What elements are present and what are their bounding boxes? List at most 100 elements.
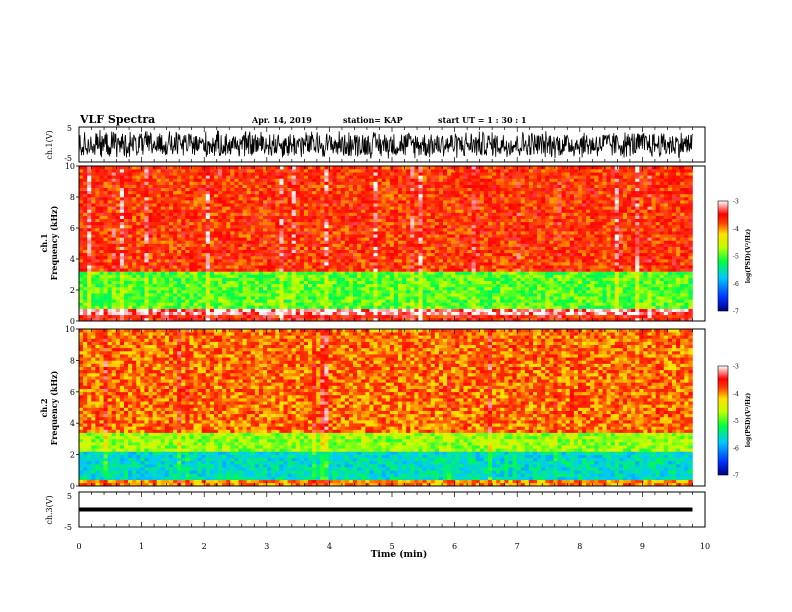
spectrogram-cell bbox=[283, 296, 288, 300]
spectrogram-cell bbox=[447, 271, 452, 275]
spectrogram-cell bbox=[361, 265, 366, 269]
spectrogram-cell bbox=[267, 262, 272, 266]
spectrogram-cell bbox=[414, 305, 419, 309]
spectrogram-cell bbox=[369, 187, 374, 192]
spectrogram-cell bbox=[111, 293, 117, 297]
spectrogram-cell bbox=[299, 206, 305, 210]
spectrogram-cell bbox=[275, 200, 280, 204]
spectrogram-cell bbox=[107, 218, 113, 223]
spectrogram-cell bbox=[185, 317, 190, 322]
spectrogram-cell bbox=[320, 255, 325, 260]
spectrogram-cell bbox=[389, 305, 395, 309]
spectrogram-cell bbox=[185, 302, 190, 306]
spectrogram-cell bbox=[336, 190, 342, 195]
spectrogram-cell bbox=[369, 249, 374, 254]
spectrogram-cell bbox=[451, 299, 456, 303]
spectrogram-cell bbox=[406, 262, 411, 266]
spectrogram-cell bbox=[443, 314, 448, 319]
spectrogram-cell bbox=[332, 262, 337, 266]
spectrogram-cell bbox=[230, 249, 235, 254]
spectrogram-cell bbox=[160, 277, 166, 281]
spectrogram-cell bbox=[152, 286, 158, 291]
spectrogram-cell bbox=[389, 193, 395, 198]
spectrogram-cell bbox=[168, 280, 174, 285]
spectrogram-cell bbox=[369, 209, 374, 213]
spectrogram-cell bbox=[230, 311, 235, 316]
spectrogram-cell bbox=[205, 197, 211, 201]
spectrogram-cell bbox=[438, 228, 444, 232]
spectrogram-cell bbox=[267, 181, 272, 185]
spectrogram-cell bbox=[361, 280, 366, 285]
spectrogram-cell bbox=[385, 215, 391, 219]
spectrogram-cell bbox=[287, 265, 292, 269]
spectrogram-cell bbox=[328, 262, 333, 266]
spectrogram-cell bbox=[406, 296, 411, 300]
spectrogram-cell bbox=[447, 290, 452, 294]
spectrogram-cell bbox=[267, 184, 272, 188]
spectrogram-cell bbox=[119, 228, 125, 232]
spectrogram-cell bbox=[91, 262, 96, 266]
spectrogram-cell bbox=[242, 280, 247, 285]
spectrogram-cell bbox=[467, 190, 472, 195]
spectrogram-cell bbox=[242, 305, 247, 309]
spectrogram-cell bbox=[434, 271, 440, 275]
spectrogram-cell bbox=[148, 277, 153, 281]
spectrogram-cell bbox=[193, 237, 198, 241]
spectrogram-cell bbox=[287, 277, 292, 281]
spectrogram-cell bbox=[373, 206, 378, 210]
spectrogram-cell bbox=[258, 206, 264, 210]
spectrogram-cell bbox=[348, 296, 354, 300]
spectrogram-cell bbox=[299, 166, 305, 170]
spectrogram-cell bbox=[479, 299, 485, 303]
spectrogram-cell bbox=[119, 187, 125, 192]
spectrogram-cell bbox=[140, 252, 145, 257]
spectrogram-cell bbox=[173, 296, 178, 300]
spectrogram-cell bbox=[181, 215, 186, 219]
spectrogram-cell bbox=[181, 268, 186, 272]
spectrogram-cell bbox=[136, 277, 141, 281]
spectrogram-cell bbox=[483, 243, 489, 247]
spectrogram-cell bbox=[373, 246, 378, 250]
spectrogram-cell bbox=[185, 268, 190, 272]
spectrogram-cell bbox=[344, 280, 350, 285]
spectrogram-cell bbox=[430, 286, 436, 291]
spectrogram-cell bbox=[132, 265, 137, 269]
spectrogram-cell bbox=[430, 187, 436, 192]
spectrogram-cell bbox=[164, 302, 170, 306]
spectrogram-cell bbox=[132, 209, 137, 213]
spectrogram-cell bbox=[303, 290, 309, 294]
spectrogram-cell bbox=[422, 172, 427, 176]
spectrogram-cell bbox=[467, 274, 472, 278]
spectrogram-cell bbox=[316, 193, 321, 198]
spectrogram-cell bbox=[303, 193, 309, 198]
spectrogram-cell bbox=[328, 178, 333, 182]
spectrogram-cell bbox=[185, 293, 190, 297]
spectrogram-cell bbox=[287, 224, 292, 229]
spectrogram-cell bbox=[128, 228, 133, 232]
spectrogram-cell bbox=[226, 274, 231, 278]
spectrogram-cell bbox=[483, 246, 489, 250]
spectrogram-cell bbox=[230, 200, 235, 204]
spectrogram-cell bbox=[299, 268, 305, 272]
spectrogram-cell bbox=[455, 218, 460, 223]
spectrogram-cell bbox=[144, 283, 149, 288]
spectrogram-cell bbox=[479, 193, 485, 198]
spectrogram-cell bbox=[267, 280, 272, 285]
spectrogram-cell bbox=[218, 181, 223, 185]
spectrogram-cell bbox=[91, 237, 96, 241]
spectrogram-cell bbox=[226, 228, 231, 232]
spectrogram-cell bbox=[430, 215, 436, 219]
spectrogram-cell bbox=[291, 283, 297, 288]
spectrogram-cell bbox=[459, 231, 464, 235]
spectrogram-cell bbox=[467, 224, 472, 229]
spectrogram-cell bbox=[422, 187, 427, 192]
spectrogram-cell bbox=[242, 255, 247, 260]
spectrogram-cell bbox=[357, 262, 362, 266]
spectrogram-cell bbox=[185, 187, 190, 192]
spectrogram-cell bbox=[398, 175, 403, 179]
spectrogram-cell bbox=[357, 249, 362, 254]
spectrogram-cell bbox=[254, 175, 260, 179]
spectrogram-cell bbox=[406, 280, 411, 285]
spectrogram-cell bbox=[136, 271, 141, 275]
spectrogram-cell bbox=[83, 246, 88, 250]
